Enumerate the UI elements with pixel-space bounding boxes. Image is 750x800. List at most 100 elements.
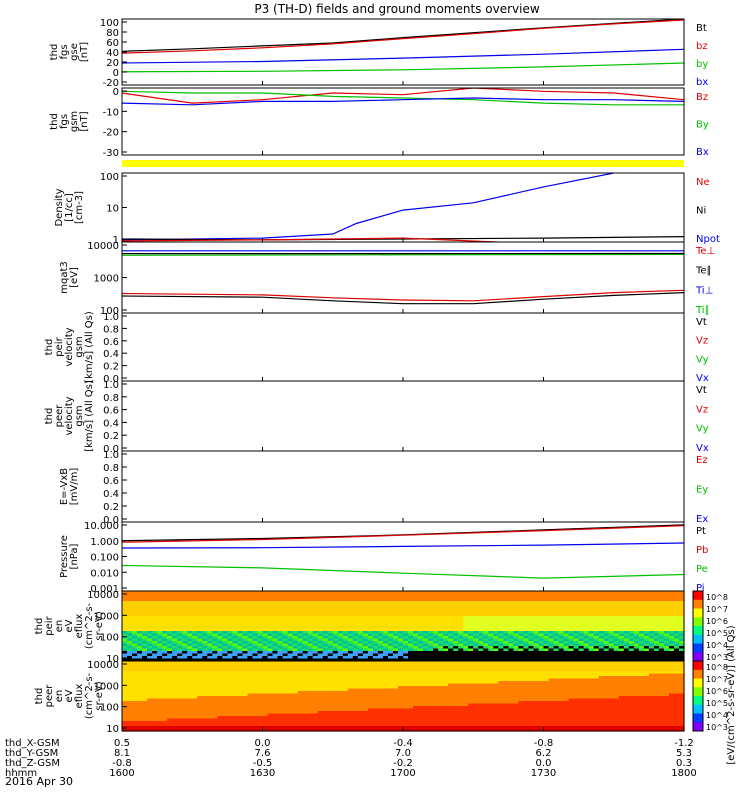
spectrogram-cell <box>227 601 233 605</box>
spectrogram-cell <box>643 658 650 662</box>
spectrogram-cell <box>538 643 545 647</box>
spectrogram-cell <box>463 651 469 655</box>
spectrogram-cell <box>277 636 284 640</box>
spectrogram-cell <box>498 651 504 655</box>
spectrogram-cell <box>488 596 494 600</box>
spectrogram-cell <box>332 653 339 657</box>
spectrogram-cell <box>648 618 655 622</box>
spectrogram-cell <box>202 608 208 612</box>
spectrogram-cell <box>207 651 213 655</box>
spectrogram-cell <box>192 593 198 597</box>
spectrogram-cell <box>127 663 133 667</box>
spectrogram-cell <box>272 706 279 710</box>
spectrogram-cell <box>292 696 299 700</box>
spectrogram-cell <box>553 638 560 642</box>
spectrogram-cell <box>578 636 585 640</box>
spectrogram-cell <box>287 618 294 622</box>
spectrogram-cell <box>367 711 374 715</box>
y-axis-label-line: [km/s] (All Qs) <box>84 311 95 383</box>
spectrogram-cell <box>122 708 128 712</box>
spectrogram-cell <box>337 688 344 692</box>
spectrogram-cell <box>302 681 309 685</box>
spectrogram-cell <box>212 668 218 672</box>
spectrogram-cell <box>222 718 228 722</box>
spectrogram-cell <box>262 668 269 672</box>
spectrogram-cell <box>227 638 233 642</box>
spectrogram-cell <box>352 603 359 607</box>
spectrogram-cell <box>653 656 660 660</box>
spectrogram-cell <box>543 643 550 647</box>
spectrogram-cell <box>252 728 259 732</box>
spectrogram-cell <box>403 631 409 635</box>
spectrogram-cell <box>357 701 364 705</box>
spectrogram-cell <box>157 621 163 625</box>
spectrogram-cell <box>312 651 319 655</box>
spectrogram-cell <box>172 666 178 670</box>
spectrogram-cell <box>297 716 304 720</box>
spectrogram-cell <box>372 653 379 657</box>
spectrogram-cell <box>157 728 163 732</box>
spectrogram-cell <box>663 598 670 602</box>
spectrogram-cell <box>493 643 499 647</box>
spectrogram-cell <box>312 708 319 712</box>
spectrogram-cell <box>277 616 284 620</box>
spectrogram-cell <box>518 636 525 640</box>
spectrogram-cell <box>408 646 414 650</box>
spectrogram-cell <box>252 653 259 657</box>
spectrogram-cell <box>413 648 419 652</box>
spectrogram-cell <box>628 611 635 615</box>
spectrogram-cell <box>207 711 213 715</box>
spectrogram-cell <box>142 711 148 715</box>
spectrogram-cell <box>342 596 349 600</box>
spectrogram-cell <box>377 631 384 635</box>
spectrogram-cell <box>438 638 444 642</box>
spectrogram-cell <box>347 618 354 622</box>
spectrogram-cell <box>337 601 344 605</box>
spectrogram-cell <box>192 596 198 600</box>
spectrogram-cell <box>257 708 264 712</box>
spectrogram-cell <box>277 596 284 600</box>
spectrogram-cell <box>382 698 389 702</box>
spectrogram-cell <box>247 626 254 630</box>
spectrogram-cell <box>518 616 525 620</box>
spectrogram-cell <box>663 591 670 595</box>
spectrogram-cell <box>227 623 233 627</box>
spectrogram-cell <box>267 708 274 712</box>
spectrogram-cell <box>438 643 444 647</box>
spectrogram-cell <box>282 633 289 637</box>
spectrogram-cell <box>392 708 399 712</box>
spectrogram-cell <box>137 643 143 647</box>
spectrogram-cell <box>267 658 274 662</box>
spectrogram-cell <box>518 626 525 630</box>
spectrogram-cell <box>247 648 254 652</box>
spectrogram-cell <box>247 716 254 720</box>
spectrogram-cell <box>392 673 399 677</box>
spectrogram-cell <box>352 676 359 680</box>
spectrogram-cell <box>362 591 369 595</box>
spectrogram-cell <box>498 626 504 630</box>
spectrogram-cell <box>142 623 148 627</box>
spectrogram-cell <box>177 648 183 652</box>
spectrogram-cell <box>187 678 193 682</box>
spectrogram-cell <box>342 688 349 692</box>
spectrogram-cell <box>232 596 239 600</box>
spectrogram-cell <box>137 613 143 617</box>
spectrogram-cell <box>332 636 339 640</box>
spectrogram-cell <box>137 683 143 687</box>
spectrogram-cell <box>568 638 575 642</box>
spectrogram-cell <box>187 598 193 602</box>
spectrogram-cell <box>603 611 610 615</box>
spectrogram-cell <box>397 686 404 690</box>
spectrogram-cell <box>352 641 359 645</box>
spectrogram-cell <box>157 603 163 607</box>
spectrogram-cell <box>262 661 269 665</box>
spectrogram-cell <box>558 611 565 615</box>
spectrogram-cell <box>588 656 595 660</box>
spectrogram-cell <box>483 646 489 650</box>
spectrogram-cell <box>443 633 449 637</box>
spectrogram-cell <box>222 598 228 602</box>
spectrogram-cell <box>132 696 138 700</box>
spectrogram-cell <box>377 656 384 660</box>
spectrogram-cell <box>237 696 244 700</box>
spectrogram-cell <box>167 631 173 635</box>
